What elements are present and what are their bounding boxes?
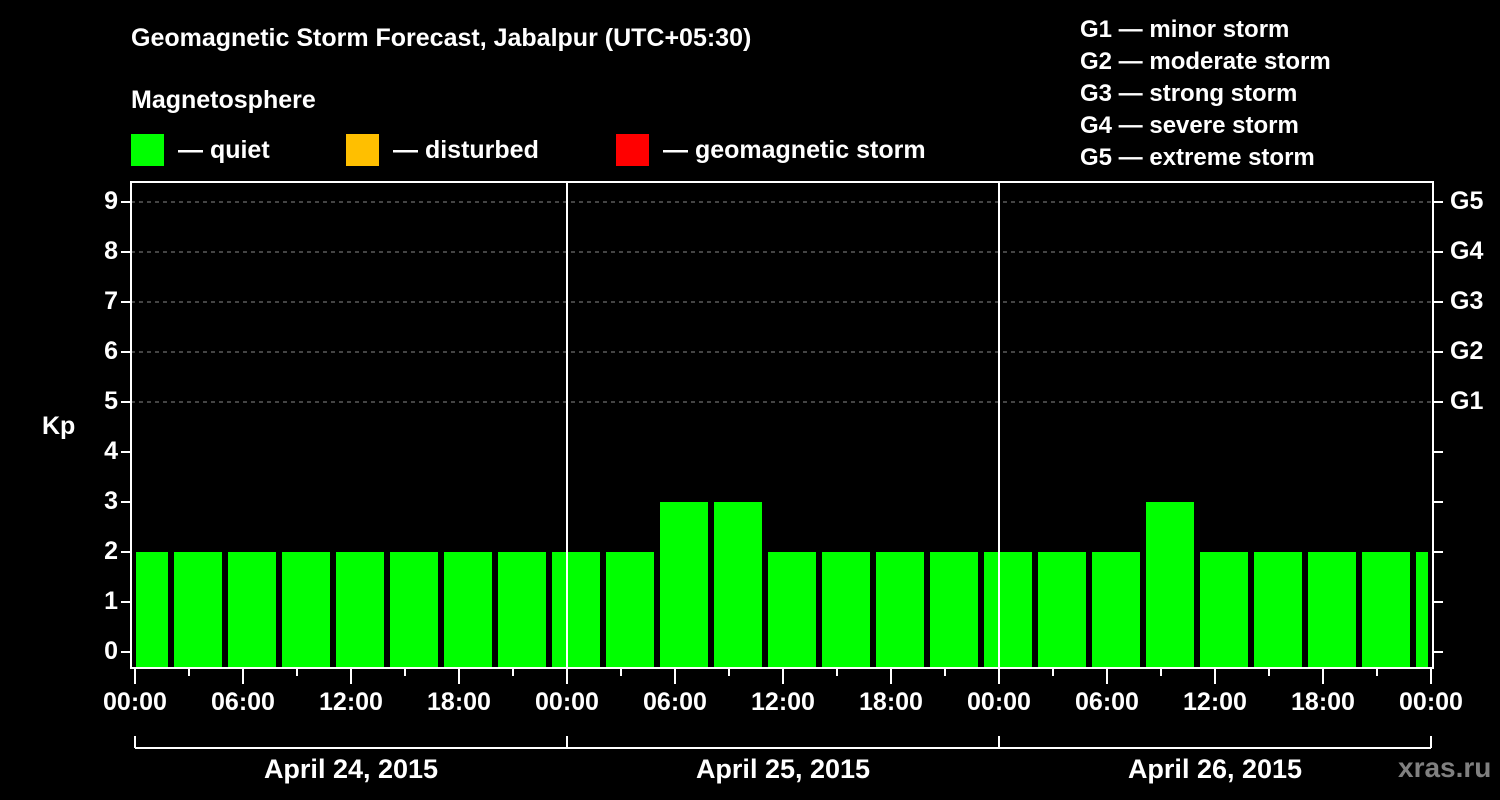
kp-bar bbox=[876, 552, 924, 668]
x-tick-label: 12:00 bbox=[1183, 688, 1247, 716]
x-tick-label: 18:00 bbox=[427, 688, 491, 716]
legend-storm: — geomagnetic storm bbox=[616, 134, 926, 166]
x-tick-label: 12:00 bbox=[319, 688, 383, 716]
g-tick-label: G3 bbox=[1450, 287, 1484, 315]
kp-bar bbox=[1254, 552, 1302, 668]
g-scale-item: G1 — minor storm bbox=[1080, 16, 1290, 43]
date-label: April 25, 2015 bbox=[695, 754, 871, 784]
kp-bar bbox=[1200, 552, 1248, 668]
kp-bar bbox=[1308, 552, 1356, 668]
y-tick-label: 6 bbox=[104, 337, 118, 365]
watermark: xras.ru bbox=[1398, 752, 1492, 783]
x-tick-label: 06:00 bbox=[1075, 688, 1139, 716]
g-tick-label: G5 bbox=[1450, 187, 1484, 215]
y-tick-label: 0 bbox=[104, 637, 118, 665]
g-scale-item: G3 — strong storm bbox=[1080, 80, 1298, 107]
kp-bar bbox=[1416, 552, 1428, 668]
y-tick-label: 5 bbox=[104, 387, 118, 415]
y-tick-label: 1 bbox=[104, 587, 118, 615]
y-tick-label: 8 bbox=[104, 237, 118, 265]
x-tick-label: 00:00 bbox=[1399, 688, 1463, 716]
g-scale-legend: G1 — minor storm G2 — moderate storm G3 … bbox=[1080, 14, 1331, 174]
kp-bar bbox=[282, 552, 330, 668]
kp-bar bbox=[768, 552, 816, 668]
kp-bar bbox=[228, 552, 276, 668]
legend-quiet: — quiet bbox=[131, 134, 270, 166]
kp-bar bbox=[1038, 552, 1086, 668]
kp-bar bbox=[984, 552, 1032, 668]
kp-bar bbox=[390, 552, 438, 668]
legend-storm-label: — geomagnetic storm bbox=[663, 135, 926, 164]
x-tick-label: 12:00 bbox=[751, 688, 815, 716]
kp-bar bbox=[1092, 552, 1140, 668]
y-axis-label: Kp bbox=[42, 412, 76, 440]
legend-heading: Magnetosphere bbox=[131, 86, 316, 114]
kp-bars bbox=[136, 502, 1428, 668]
x-tick-label: 06:00 bbox=[211, 688, 275, 716]
y-tick-label: 4 bbox=[104, 437, 118, 465]
x-tick-label: 00:00 bbox=[103, 688, 167, 716]
date-label: April 24, 2015 bbox=[263, 754, 439, 784]
quiet-swatch bbox=[131, 134, 164, 166]
kp-bar bbox=[1362, 552, 1410, 668]
x-tick-label: 00:00 bbox=[967, 688, 1031, 716]
chart-title: Geomagnetic Storm Forecast, Jabalpur (UT… bbox=[131, 24, 752, 52]
x-tick-label: 18:00 bbox=[1291, 688, 1355, 716]
g-tick-label: G1 bbox=[1450, 387, 1484, 415]
y-tick-label: 9 bbox=[104, 187, 118, 215]
kp-bar bbox=[136, 552, 168, 668]
kp-bar bbox=[714, 502, 762, 668]
kp-bar bbox=[606, 552, 654, 668]
g-scale-item: G2 — moderate storm bbox=[1080, 48, 1331, 75]
kp-bar bbox=[1146, 502, 1194, 668]
y-tick-label: 7 bbox=[104, 287, 118, 315]
g-scale-item: G4 — severe storm bbox=[1080, 112, 1299, 139]
y-tick-label: 3 bbox=[104, 487, 118, 515]
kp-bar bbox=[174, 552, 222, 668]
kp-bar bbox=[336, 552, 384, 668]
legend-quiet-label: — quiet bbox=[178, 135, 270, 164]
g-scale-item: G5 — extreme storm bbox=[1080, 144, 1315, 171]
legend-disturbed: — disturbed bbox=[346, 134, 539, 166]
kp-bar bbox=[552, 552, 600, 668]
g-tick-label: G2 bbox=[1450, 337, 1484, 365]
x-tick-label: 06:00 bbox=[643, 688, 707, 716]
kp-bar bbox=[498, 552, 546, 668]
x-tick-label: 00:00 bbox=[535, 688, 599, 716]
kp-bar bbox=[660, 502, 708, 668]
axes bbox=[121, 181, 1443, 749]
y-tick-label: 2 bbox=[104, 537, 118, 565]
x-tick-label: 18:00 bbox=[859, 688, 923, 716]
legend-disturbed-label: — disturbed bbox=[393, 135, 539, 164]
disturbed-swatch bbox=[346, 134, 379, 166]
g-tick-label: G4 bbox=[1450, 237, 1484, 265]
kp-bar bbox=[930, 552, 978, 668]
storm-swatch bbox=[616, 134, 649, 166]
kp-bar bbox=[822, 552, 870, 668]
date-label: April 26, 2015 bbox=[1127, 754, 1303, 784]
kp-bar bbox=[444, 552, 492, 668]
gridlines bbox=[131, 201, 1433, 403]
